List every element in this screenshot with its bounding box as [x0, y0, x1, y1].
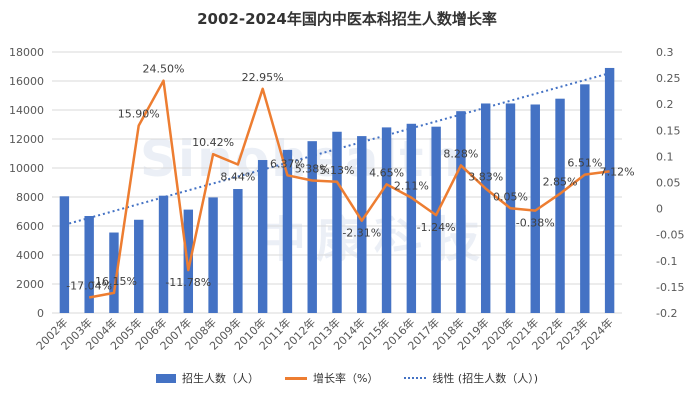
y-left-tick-label: 14000: [9, 104, 44, 117]
y-right-tick-label: 0.3: [656, 46, 674, 59]
growth-rate-data-label: 22.95%: [242, 71, 284, 84]
y-left-tick-label: 4000: [16, 249, 44, 262]
enrollment-bar: [480, 103, 491, 313]
legend-swatch-trend: [404, 377, 427, 379]
legend-item-growth: 增长率（%）: [284, 370, 379, 386]
legend-item-enrollment: 招生人数（人）: [155, 370, 259, 386]
growth-rate-data-label: 3.83%: [468, 171, 503, 184]
enrollment-bar: [84, 215, 94, 313]
y-right-tick-label: 0: [656, 203, 663, 216]
enrollment-bar: [381, 127, 392, 314]
growth-rate-data-label: 6.37%: [270, 157, 305, 170]
enrollment-bar: [158, 195, 169, 313]
growth-rate-data-label: 6.51%: [567, 157, 602, 170]
y-right-tick-label: 0.2: [656, 98, 674, 111]
growth-rate-data-label: 4.65%: [369, 166, 404, 179]
enrollment-bar: [604, 67, 615, 313]
enrollment-bar: [456, 111, 466, 313]
growth-rate-data-label: 5.38%: [295, 163, 330, 176]
growth-rate-data-label: -2.31%: [342, 227, 381, 240]
legend-label-growth: 增长率（%）: [312, 372, 379, 385]
growth-rate-data-label: -11.78%: [165, 276, 211, 289]
legend-label-enrollment: 招生人数（人）: [181, 372, 259, 385]
growth-rate-data-label: -16.15%: [91, 275, 137, 288]
y-right-tick-label: 0.05: [656, 177, 681, 190]
growth-rate-line: [88, 79, 610, 299]
enrollment-bar: [134, 219, 144, 313]
growth-rate-data-label: -0.38%: [516, 217, 555, 230]
y-right-tick-label: -0.2: [656, 307, 677, 320]
y-left-tick-label: 16000: [9, 75, 44, 88]
growth-rate-data-label: 2.85%: [543, 176, 578, 189]
enrollment-bar: [406, 123, 417, 314]
y-left-tick-label: 12000: [9, 133, 44, 146]
legend-item-trend: 线性 (招生人数（人）): [404, 370, 538, 386]
enrollment-bar: [257, 160, 268, 313]
legend-swatch-line: [284, 376, 307, 380]
y-right-tick-label: -0.1: [656, 255, 677, 268]
growth-rate-data-label: 24.50%: [143, 63, 185, 76]
enrollment-bar: [332, 131, 342, 313]
y-left-tick-label: 8000: [16, 191, 44, 204]
growth-rate-data-label: 7.12%: [600, 165, 635, 178]
enrollment-bar: [208, 197, 218, 313]
enrollment-bar: [282, 149, 293, 313]
y-right-tick-label: 0.25: [656, 72, 681, 85]
growth-rate-data-label: 15.90%: [118, 108, 160, 121]
y-right-tick-label: 0.15: [656, 124, 681, 137]
y-right-tick-label: -0.15: [656, 281, 684, 294]
enrollment-bar: [233, 189, 243, 313]
y-left-tick-label: 0: [37, 307, 44, 320]
enrollment-bar: [530, 104, 540, 314]
y-left-tick-label: 6000: [16, 220, 44, 233]
y-right-tick-label: 0.1: [656, 150, 674, 163]
trend-line: [64, 72, 610, 226]
growth-rate-data-label: -17.04%: [66, 280, 112, 293]
growth-rate-data-label: 10.42%: [192, 136, 234, 149]
enrollment-bar: [307, 141, 317, 313]
legend: 招生人数（人） 增长率（%） 线性 (招生人数（人）): [0, 370, 694, 386]
y-left-tick-label: 2000: [16, 278, 44, 291]
enrollment-bar: [357, 136, 367, 313]
enrollment-bar: [580, 84, 590, 314]
y-left-tick-label: 18000: [9, 46, 44, 59]
growth-rate-data-label: 2.11%: [394, 180, 429, 193]
growth-rate-data-label: 8.44%: [220, 171, 255, 184]
enrollment-bar: [59, 196, 70, 313]
growth-rate-data-label: 8.28%: [443, 147, 478, 160]
y-right-tick-label: -0.05: [656, 229, 684, 242]
legend-label-trend: 线性 (招生人数（人）): [432, 372, 539, 385]
y-left-tick-label: 10000: [9, 162, 44, 175]
growth-rate-data-label: 0.05%: [493, 190, 528, 203]
enrollment-bar: [555, 98, 565, 313]
watermark-text-bottom: 中康科技: [258, 212, 491, 268]
chart-title: 2002-2024年国内中医本科招生人数增长率: [197, 10, 497, 28]
growth-rate-data-label: -1.24%: [417, 221, 456, 234]
legend-swatch-bar: [155, 373, 176, 383]
enrollment-bar: [431, 126, 441, 313]
growth-rate-data-label: 5.13%: [320, 164, 355, 177]
enrollment-bar: [109, 232, 119, 313]
